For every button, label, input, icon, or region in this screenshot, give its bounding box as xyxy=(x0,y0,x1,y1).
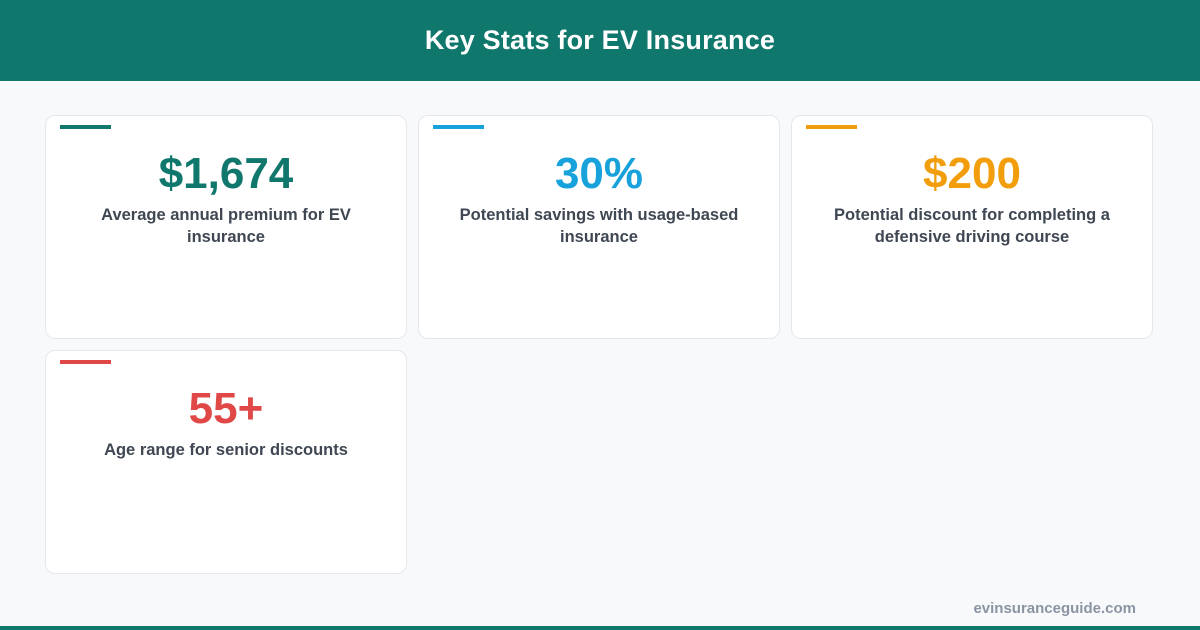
stat-card-accent-bar xyxy=(60,360,111,364)
stat-card-senior-discount: 55+ Age range for senior discounts xyxy=(45,350,407,574)
stat-value: 55+ xyxy=(188,384,264,433)
header-banner: Key Stats for EV Insurance xyxy=(0,0,1200,81)
stat-card-average-premium: $1,674 Average annual premium for EV ins… xyxy=(45,115,407,339)
stat-description: Potential discount for completing a defe… xyxy=(834,206,1110,246)
stat-card-accent-bar xyxy=(806,125,857,129)
footer-site-url[interactable]: evinsuranceguide.com xyxy=(973,600,1136,617)
stat-description: Average annual premium for EV insurance xyxy=(101,206,351,246)
stat-card-driving-course-discount: $200 Potential discount for completing a… xyxy=(791,115,1153,339)
stat-value: 30% xyxy=(554,149,644,198)
stat-card-accent-bar xyxy=(60,125,111,129)
bottom-border-bar xyxy=(0,626,1200,630)
stat-value: $200 xyxy=(923,149,1021,198)
stat-description: Potential savings with usage-based insur… xyxy=(459,206,739,246)
stat-card-usage-savings: 30% Potential savings with usage-based i… xyxy=(418,115,780,339)
page-title: Key Stats for EV Insurance xyxy=(424,25,776,55)
stat-value: $1,674 xyxy=(158,149,294,198)
stat-card-accent-bar xyxy=(433,125,484,129)
stat-description: Age range for senior discounts xyxy=(104,441,348,459)
